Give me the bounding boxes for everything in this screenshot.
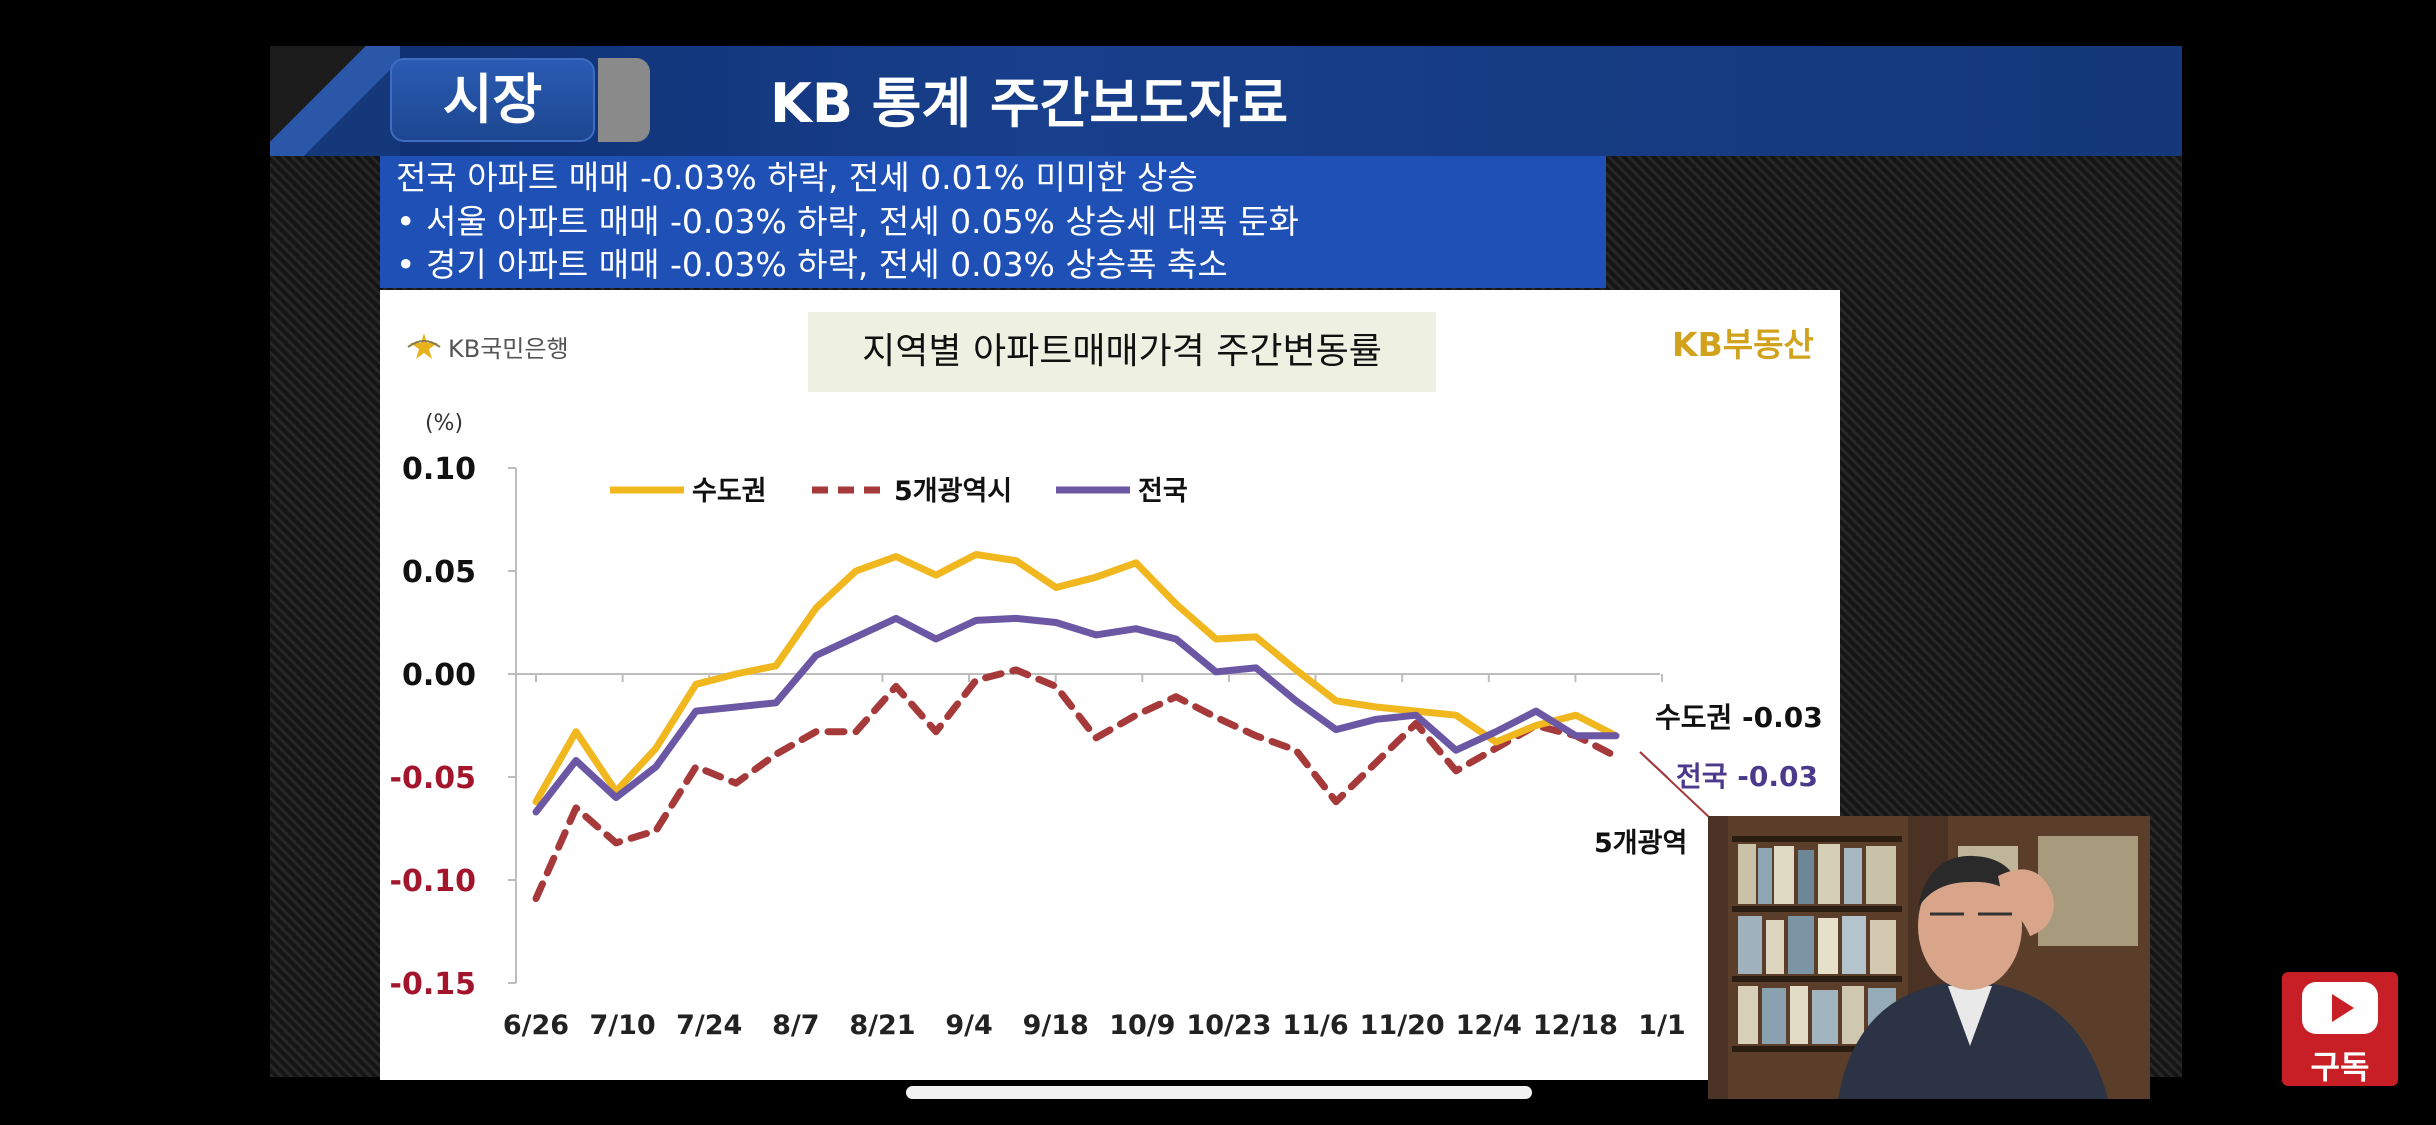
- kb-realestate-logo: KB부동산: [1672, 325, 1814, 364]
- chart-panel: [380, 290, 1840, 1080]
- bookshelf-books: [1732, 836, 1902, 1052]
- x-tick-label: 9/4: [945, 1010, 992, 1041]
- home-indicator[interactable]: [906, 1086, 1532, 1099]
- subscribe-button[interactable]: 구독: [2282, 972, 2398, 1086]
- slide-title: KB 통계 주간보도자료: [770, 72, 1289, 135]
- chart-title: 지역별 아파트매매가격 주간변동률: [862, 331, 1382, 372]
- summary-box: 전국 아파트 매매 -0.03% 하락, 전세 0.01% 미미한 상승 • 서…: [380, 156, 1606, 288]
- x-tick-label: 7/24: [676, 1010, 742, 1041]
- summary-line: • 서울 아파트 매매 -0.03% 하락, 전세 0.05% 상승세 대폭 둔…: [396, 202, 1299, 241]
- end-label: 전국 -0.03: [1676, 760, 1818, 793]
- kb-star-icon: [407, 333, 441, 359]
- legend-label: 5개광역시: [894, 476, 1012, 507]
- x-tick-label: 11/20: [1360, 1010, 1445, 1041]
- legend-label: 전국: [1138, 476, 1188, 507]
- header-accent: [270, 46, 400, 156]
- y-tick-label: 0.00: [402, 658, 476, 693]
- x-tick-label: 8/21: [849, 1010, 915, 1041]
- y-tick-label: 0.05: [402, 555, 476, 590]
- summary-line: 전국 아파트 매매 -0.03% 하락, 전세 0.01% 미미한 상승: [396, 158, 1198, 197]
- y-tick-label: 0.10: [402, 452, 476, 487]
- series-line-1: [532, 666, 1620, 902]
- end-label: 5개광역: [1594, 828, 1687, 859]
- market-tab-edge: [598, 58, 650, 142]
- x-tick-label: 9/18: [1023, 1010, 1089, 1041]
- youtube-play-icon: [2302, 982, 2378, 1034]
- x-tick-label: 12/4: [1456, 1010, 1522, 1041]
- x-tick-label: 12/18: [1533, 1010, 1618, 1041]
- kb-bank-text: KB국민은행: [448, 334, 569, 363]
- legend-label: 수도권: [692, 476, 767, 507]
- x-tick-label: 6/26: [503, 1010, 569, 1041]
- end-label: 수도권 -0.03: [1655, 701, 1823, 734]
- y-tick-label: -0.15: [390, 967, 476, 1002]
- summary-line: • 경기 아파트 매매 -0.03% 하락, 전세 0.03% 상승폭 축소: [396, 245, 1228, 284]
- market-tab: 시장: [390, 58, 595, 142]
- x-tick-label: 11/6: [1282, 1010, 1348, 1041]
- presenter-figure: [1838, 855, 2108, 1099]
- y-tick-label: -0.05: [390, 761, 476, 796]
- subscribe-label: 구독: [2310, 1048, 2370, 1086]
- x-tick-label: 10/23: [1186, 1010, 1271, 1041]
- kb-bank-logo: KB국민은행: [406, 326, 569, 366]
- x-tick-label: 10/9: [1109, 1010, 1175, 1041]
- leader-line: [1639, 751, 1711, 819]
- x-tick-label: 1/1: [1638, 1010, 1685, 1041]
- presenter-video: [1708, 816, 2150, 1099]
- y-unit-label: (%): [425, 411, 463, 436]
- series-line-2: [532, 614, 1620, 816]
- series-line-0: [532, 551, 1620, 806]
- chart-title-box: [808, 312, 1436, 392]
- x-tick-label: 8/7: [772, 1010, 819, 1041]
- presenter-video-frame: [1708, 816, 2150, 1099]
- x-tick-label: 7/10: [589, 1010, 655, 1041]
- y-tick-label: -0.10: [390, 864, 476, 899]
